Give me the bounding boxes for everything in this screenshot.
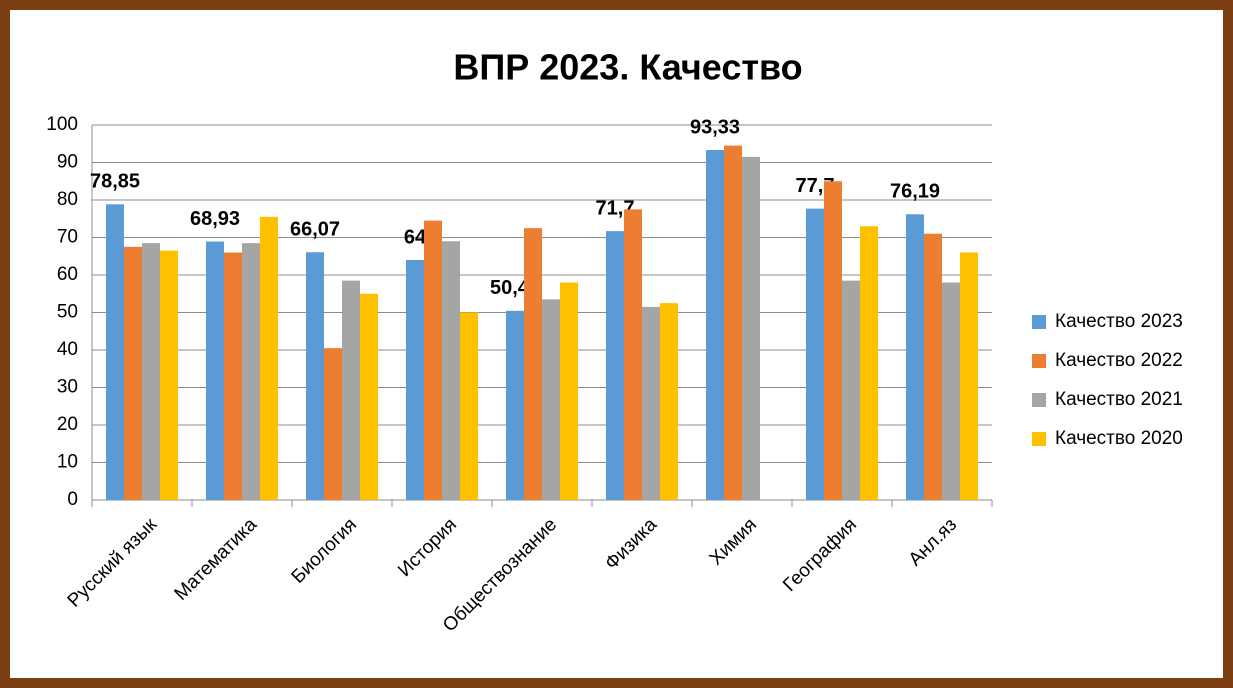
bar — [942, 282, 960, 500]
bar — [224, 252, 242, 500]
bar — [824, 181, 842, 500]
data-label: 68,93 — [190, 208, 240, 230]
bar — [906, 214, 924, 500]
bar — [324, 348, 342, 500]
bar — [524, 228, 542, 500]
bar — [924, 233, 942, 500]
legend-swatch — [1032, 393, 1046, 407]
legend-swatch — [1032, 432, 1046, 446]
y-tick-label: 70 — [57, 227, 78, 248]
data-label: 78,85 — [90, 171, 140, 193]
bar — [406, 260, 424, 500]
bar — [606, 231, 624, 500]
bar — [442, 241, 460, 500]
legend-label: Качество 2022 — [1055, 350, 1183, 371]
data-label: 66,07 — [290, 219, 340, 241]
y-tick-label: 50 — [57, 302, 78, 323]
bar — [806, 208, 824, 500]
data-label: 76,19 — [890, 181, 940, 203]
bar — [106, 204, 124, 500]
data-label: 64 — [404, 226, 427, 248]
bar — [342, 280, 360, 500]
y-tick-label: 90 — [57, 152, 78, 173]
bar — [706, 150, 724, 500]
y-tick-label: 80 — [57, 189, 78, 210]
bar — [642, 306, 660, 500]
bar — [724, 145, 742, 500]
legend-swatch — [1032, 354, 1046, 368]
bar — [242, 243, 260, 500]
bar — [506, 310, 524, 500]
y-tick-label: 40 — [57, 339, 78, 360]
bar — [142, 243, 160, 500]
bar — [842, 280, 860, 500]
legend-label: Качество 2023 — [1055, 311, 1183, 332]
bar — [660, 303, 678, 500]
bar — [206, 241, 224, 500]
bar — [360, 293, 378, 500]
bar — [306, 252, 324, 500]
bar — [160, 250, 178, 500]
data-label: 93,33 — [690, 116, 740, 138]
chart-title: ВПР 2023. Качество — [453, 47, 802, 88]
bar — [542, 299, 560, 500]
bar — [124, 246, 142, 500]
y-tick-label: 10 — [57, 452, 78, 473]
legend-label: Качество 2020 — [1055, 428, 1183, 449]
bar — [860, 226, 878, 500]
bar — [260, 216, 278, 500]
y-tick-label: 30 — [57, 377, 78, 398]
legend-swatch — [1032, 315, 1046, 329]
bar — [960, 252, 978, 500]
legend-label: Качество 2021 — [1055, 389, 1183, 410]
bar — [560, 282, 578, 500]
bar — [742, 156, 760, 500]
bar — [424, 220, 442, 500]
y-tick-label: 0 — [67, 489, 78, 510]
y-tick-label: 20 — [57, 414, 78, 435]
bar — [460, 312, 478, 500]
y-tick-label: 100 — [46, 114, 78, 135]
y-tick-label: 60 — [57, 264, 78, 285]
bar — [624, 209, 642, 500]
